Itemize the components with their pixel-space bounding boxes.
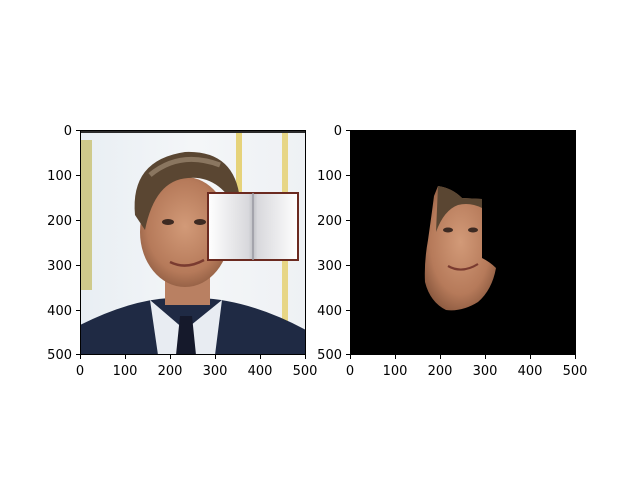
y-tick-label: 400 <box>47 304 72 319</box>
y-tick-label: 100 <box>317 169 342 184</box>
x-tick-label: 300 <box>473 364 498 379</box>
x-tick-label: 500 <box>563 364 588 379</box>
x-tick-label: 200 <box>158 364 183 379</box>
masked-face <box>424 186 496 311</box>
x-tick-label: 400 <box>518 364 543 379</box>
left-x-tick-labels: 0 100 200 300 400 500 <box>76 364 318 379</box>
x-tick-label: 200 <box>428 364 453 379</box>
y-tick-label: 100 <box>47 169 72 184</box>
left-axes <box>76 130 306 359</box>
y-tick-label: 0 <box>334 124 342 139</box>
book-occluder <box>207 192 299 261</box>
y-tick-label: 500 <box>317 348 342 363</box>
y-tick-label: 0 <box>64 124 72 139</box>
left-image <box>80 130 306 355</box>
right-image <box>350 130 576 355</box>
x-tick-label: 500 <box>293 364 318 379</box>
x-tick-label: 0 <box>76 364 84 379</box>
x-tick-label: 400 <box>248 364 273 379</box>
x-tick-label: 100 <box>383 364 408 379</box>
right-axes <box>346 130 576 359</box>
x-tick-label: 300 <box>203 364 228 379</box>
right-y-tick-labels: 0 100 200 300 400 500 <box>317 124 342 363</box>
y-tick-label: 300 <box>317 259 342 274</box>
x-tick-label: 100 <box>113 364 138 379</box>
left-y-tick-labels: 0 100 200 300 400 500 <box>47 124 72 363</box>
y-tick-label: 500 <box>47 348 72 363</box>
y-tick-label: 200 <box>47 214 72 229</box>
y-tick-label: 400 <box>317 304 342 319</box>
x-tick-label: 0 <box>346 364 354 379</box>
right-x-tick-labels: 0 100 200 300 400 500 <box>346 364 588 379</box>
y-tick-label: 300 <box>47 259 72 274</box>
y-tick-label: 200 <box>317 214 342 229</box>
